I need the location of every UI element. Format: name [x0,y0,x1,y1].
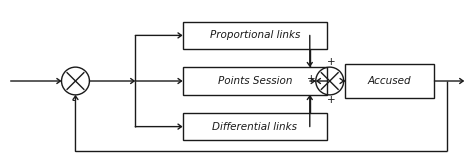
FancyBboxPatch shape [182,67,327,95]
Text: Proportional links: Proportional links [210,30,300,40]
Text: +: + [328,95,336,105]
Text: Differential links: Differential links [212,122,298,132]
Text: +: + [307,74,315,84]
FancyBboxPatch shape [182,113,327,141]
FancyBboxPatch shape [182,22,327,49]
Text: -: - [71,94,76,107]
Text: Points Session: Points Session [218,76,292,86]
Text: +: + [328,57,336,67]
FancyBboxPatch shape [345,64,434,98]
Text: Accused: Accused [368,76,411,86]
